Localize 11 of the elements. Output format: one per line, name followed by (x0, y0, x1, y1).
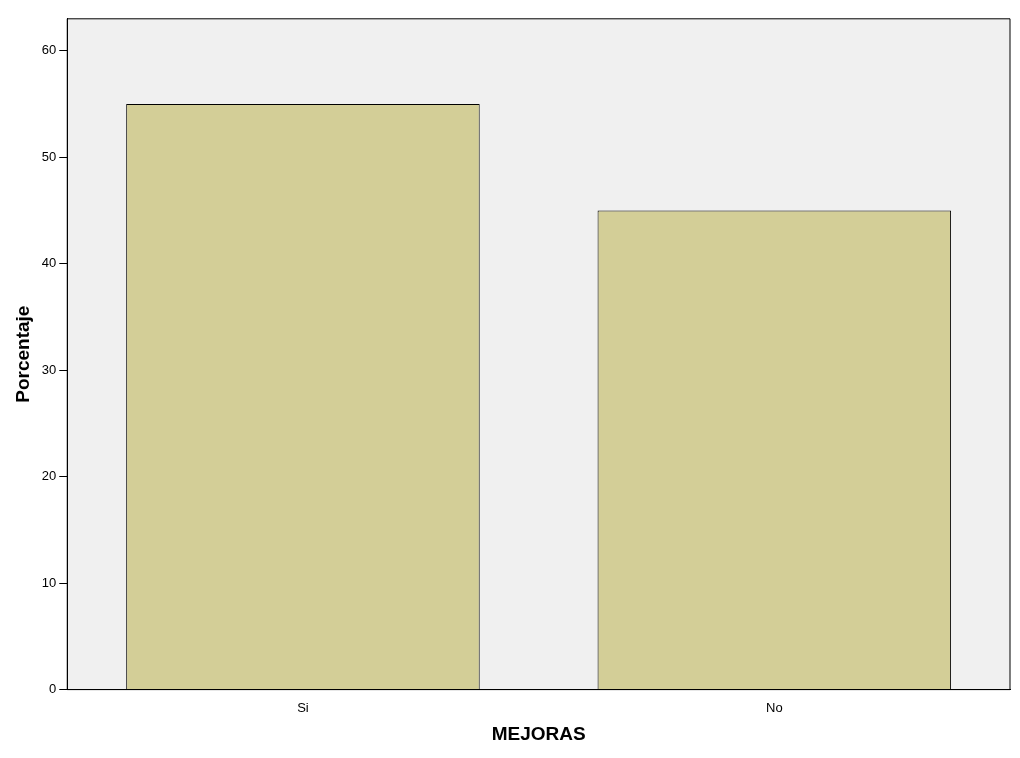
y-tick-label: 40 (41, 255, 57, 271)
x-tick-label: No (766, 699, 783, 715)
x-axis-title: MEJORAS (491, 722, 586, 744)
y-tick-label: 30 (41, 361, 57, 377)
y-axis-title: Porcentaje (11, 305, 33, 403)
y-tick-label: 60 (41, 42, 57, 58)
y-tick-label: 20 (41, 468, 57, 484)
y-tick-label: 50 (41, 148, 57, 164)
y-tick-label: 10 (41, 574, 57, 590)
y-tick-label: 0 (49, 681, 57, 697)
x-tick-label: Si (297, 699, 309, 715)
